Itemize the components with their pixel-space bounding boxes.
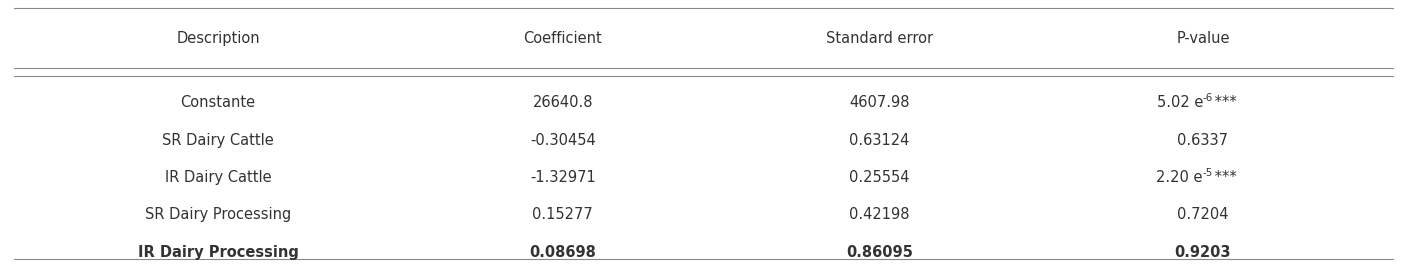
- Text: 5.02 e-6 ***: 5.02 e-6 ***: [1159, 95, 1247, 110]
- Text: ***: ***: [1210, 170, 1237, 185]
- Text: 0.6337: 0.6337: [1178, 133, 1228, 148]
- Text: 0.08698: 0.08698: [529, 245, 597, 260]
- Text: 0.25554: 0.25554: [850, 170, 909, 185]
- Text: 0.7204: 0.7204: [1178, 207, 1228, 222]
- Text: P-value: P-value: [1176, 31, 1230, 46]
- Text: Standard error: Standard error: [826, 31, 933, 46]
- Text: SR Dairy Cattle: SR Dairy Cattle: [162, 133, 274, 148]
- Text: -6: -6: [1203, 93, 1213, 103]
- Text: ***: ***: [1210, 95, 1237, 110]
- Text: 5.02 e: 5.02 e: [1157, 95, 1203, 110]
- Text: IR Dairy Processing: IR Dairy Processing: [138, 245, 298, 260]
- Text: 4607.98: 4607.98: [850, 95, 909, 110]
- Text: SR Dairy Processing: SR Dairy Processing: [145, 207, 291, 222]
- Text: IR Dairy Cattle: IR Dairy Cattle: [165, 170, 272, 185]
- Text: -5: -5: [1203, 168, 1213, 178]
- Text: -1.32971: -1.32971: [530, 170, 595, 185]
- Text: 0.9203: 0.9203: [1175, 245, 1231, 260]
- Text: Coefficient: Coefficient: [523, 31, 602, 46]
- Text: 0.42198: 0.42198: [850, 207, 909, 222]
- Text: 0.63124: 0.63124: [850, 133, 909, 148]
- Text: 2.20 e-5 ***: 2.20 e-5 ***: [1159, 170, 1247, 185]
- Text: Description: Description: [176, 31, 260, 46]
- Text: 26640.8: 26640.8: [533, 95, 592, 110]
- Text: 0.15277: 0.15277: [532, 207, 594, 222]
- Text: 0.86095: 0.86095: [846, 245, 913, 260]
- Text: Constante: Constante: [180, 95, 256, 110]
- Text: -0.30454: -0.30454: [530, 133, 595, 148]
- Text: 2.20 e: 2.20 e: [1157, 170, 1203, 185]
